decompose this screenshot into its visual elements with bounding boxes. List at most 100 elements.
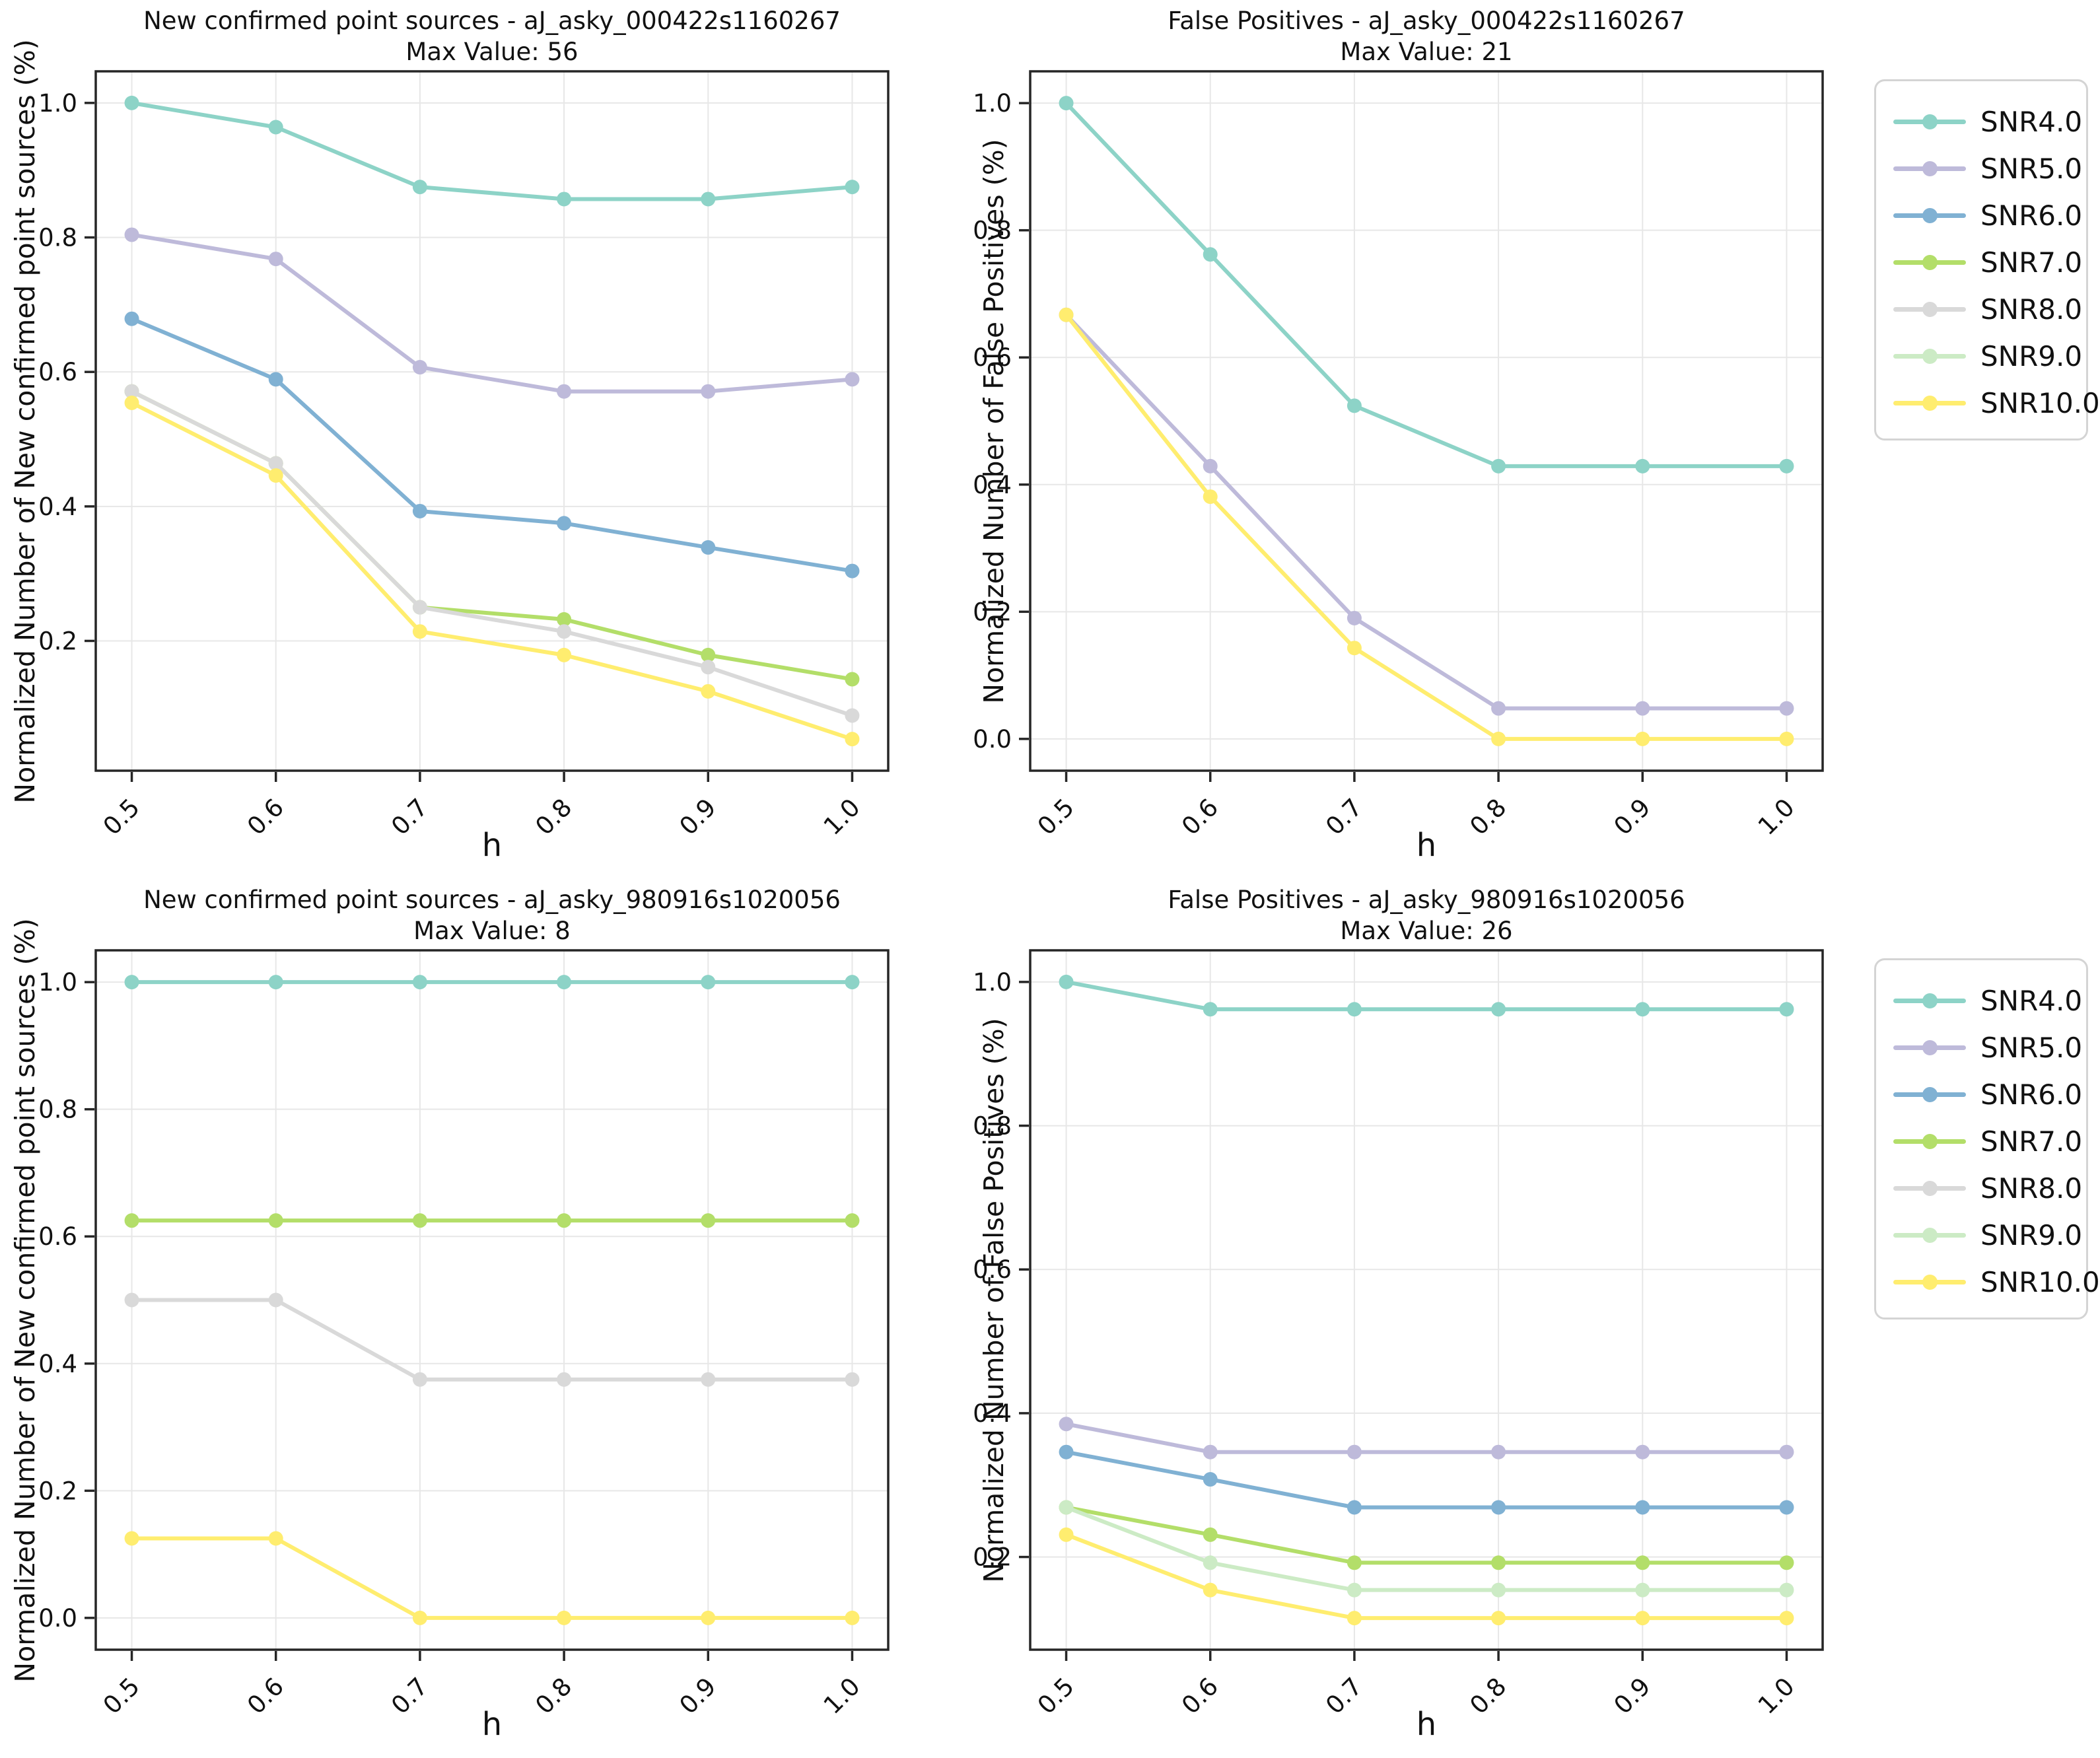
- data-point-marker: [1347, 398, 1362, 413]
- chart-4-y-axis-label: Normalized Number of False Positives (%): [978, 1018, 1010, 1583]
- legend-label: SNR7.0: [1980, 1125, 2083, 1158]
- series-SNR4.0: [124, 975, 860, 990]
- y-tick-label: 0.8: [973, 1112, 1012, 1141]
- data-point-marker: [412, 1372, 427, 1387]
- chart-2-y-axis-label: Normalized Number of False Positives (%): [978, 139, 1010, 704]
- legend-line-sample: [1893, 993, 1966, 1008]
- data-point-marker: [1779, 1500, 1794, 1515]
- chart-1-subtitle: Max Value: 56: [405, 38, 578, 66]
- data-point-marker: [124, 311, 139, 326]
- legend-label: SNR9.0: [1980, 340, 2083, 372]
- series-SNR4.0: [1059, 974, 1794, 1017]
- data-point-marker: [124, 1213, 139, 1228]
- legend-entry: SNR4.0: [1876, 977, 2086, 1024]
- series-SNR10.0: [124, 1531, 860, 1625]
- chart-2-x-axis-label: h: [1416, 827, 1437, 864]
- data-point-marker: [1491, 1444, 1506, 1459]
- data-point-marker: [1635, 1500, 1650, 1515]
- data-point-marker: [1779, 731, 1794, 746]
- data-point-marker: [268, 1531, 283, 1546]
- data-point-marker: [1491, 1555, 1506, 1570]
- data-point-marker: [557, 516, 572, 531]
- series-SNR5.0: [1059, 307, 1794, 716]
- data-point-marker: [1779, 1611, 1794, 1626]
- y-tick-label: 0.4: [973, 471, 1012, 499]
- data-point-marker: [1203, 1472, 1218, 1487]
- y-tick-label: 0.4: [38, 493, 77, 521]
- chart-4-subtitle: Max Value: 26: [1340, 917, 1513, 945]
- data-point-marker: [1635, 458, 1650, 474]
- data-point-marker: [1779, 1555, 1794, 1570]
- series-SNR10.0: [1059, 307, 1794, 746]
- data-point-marker: [1059, 1417, 1074, 1432]
- chart-1-title: New confirmed point sources - aJ_asky_00…: [143, 7, 841, 35]
- data-point-marker: [1059, 96, 1074, 111]
- axes-spines: [1029, 949, 1824, 1651]
- data-point-marker: [1059, 307, 1074, 322]
- legend-line-sample: [1893, 1228, 1966, 1243]
- series-line: [129, 401, 855, 742]
- data-point-marker: [1491, 1582, 1506, 1598]
- data-point-marker: [412, 180, 427, 195]
- y-tick-label: 0.4: [973, 1399, 1012, 1428]
- legend-line-sample: [1893, 349, 1966, 364]
- tick-marks: [1019, 981, 1788, 1661]
- legend-entry: SNR9.0: [1876, 333, 2086, 380]
- chart-3-title: New confirmed point sources - aJ_asky_98…: [143, 886, 841, 914]
- legend-line-sample: [1893, 1040, 1966, 1055]
- series-line: [129, 100, 855, 201]
- data-point-marker: [412, 600, 427, 615]
- axes-spines: [94, 949, 890, 1651]
- data-point-marker: [845, 1372, 860, 1387]
- legend-label: SNR10.0: [1980, 387, 2100, 419]
- data-point-marker: [701, 975, 716, 990]
- data-point-marker: [845, 732, 860, 747]
- legend-marker-dot: [1922, 993, 1938, 1008]
- data-point-marker: [557, 624, 572, 639]
- legend-marker-dot: [1922, 1134, 1938, 1149]
- y-tick-label: 1.0: [38, 89, 77, 118]
- y-tick-label: 1.0: [973, 89, 1012, 118]
- data-point-marker: [701, 192, 716, 207]
- data-point-marker: [1635, 1444, 1650, 1459]
- data-point-marker: [1203, 489, 1218, 505]
- data-point-marker: [557, 192, 572, 207]
- data-point-marker: [1203, 1002, 1218, 1017]
- chart-2: 0.5 0.6 0.7 0.8 0.9 1.00.00.20.40.60.81.0: [973, 70, 1824, 841]
- data-point-marker: [1635, 1555, 1650, 1570]
- y-tick-label: 1.0: [38, 968, 77, 997]
- legend-label: SNR7.0: [1980, 246, 2083, 279]
- legend-entry: SNR9.0: [1876, 1212, 2086, 1259]
- legend-line-sample: [1893, 114, 1966, 129]
- data-point-marker: [1635, 1611, 1650, 1626]
- data-point-marker: [1059, 1444, 1074, 1459]
- legend-line-sample: [1893, 302, 1966, 317]
- series-line: [129, 232, 855, 394]
- chart-2-title: False Positives - aJ_asky_000422s1160267: [1168, 7, 1685, 35]
- data-point-marker: [1635, 1002, 1650, 1017]
- legend-marker-dot: [1922, 302, 1938, 317]
- series-SNR4.0: [1059, 96, 1794, 474]
- data-point-marker: [845, 1213, 860, 1228]
- y-tick-label: 1.0: [973, 968, 1012, 997]
- data-point-marker: [1635, 731, 1650, 746]
- data-point-marker: [1779, 1444, 1794, 1459]
- data-point-marker: [845, 672, 860, 687]
- legend-marker-dot: [1922, 114, 1938, 129]
- series-SNR10.0: [124, 396, 860, 747]
- chart-4-x-axis-label: h: [1416, 1706, 1437, 1743]
- data-point-marker: [701, 540, 716, 555]
- chart-4-title-block: False Positives - aJ_asky_980916s1020056…: [1030, 884, 1823, 946]
- legend-line-sample: [1893, 1275, 1966, 1290]
- chart-3-title-block: New confirmed point sources - aJ_asky_98…: [96, 884, 888, 946]
- y-tick-label: 0.0: [973, 725, 1012, 754]
- legend-top: SNR4.0 SNR5.0 SNR6.0 SNR7.0 SNR8.0 SNR9.0 SNR1…: [1874, 79, 2100, 440]
- y-tick-label: 0.2: [38, 627, 77, 655]
- legend-entry: SNR6.0: [1876, 192, 2086, 239]
- y-tick-label: 0.2: [973, 1543, 1012, 1572]
- legend-label: SNR10.0: [1980, 1266, 2100, 1298]
- data-point-marker: [124, 1531, 139, 1546]
- data-point-marker: [124, 227, 139, 242]
- data-point-marker: [701, 384, 716, 399]
